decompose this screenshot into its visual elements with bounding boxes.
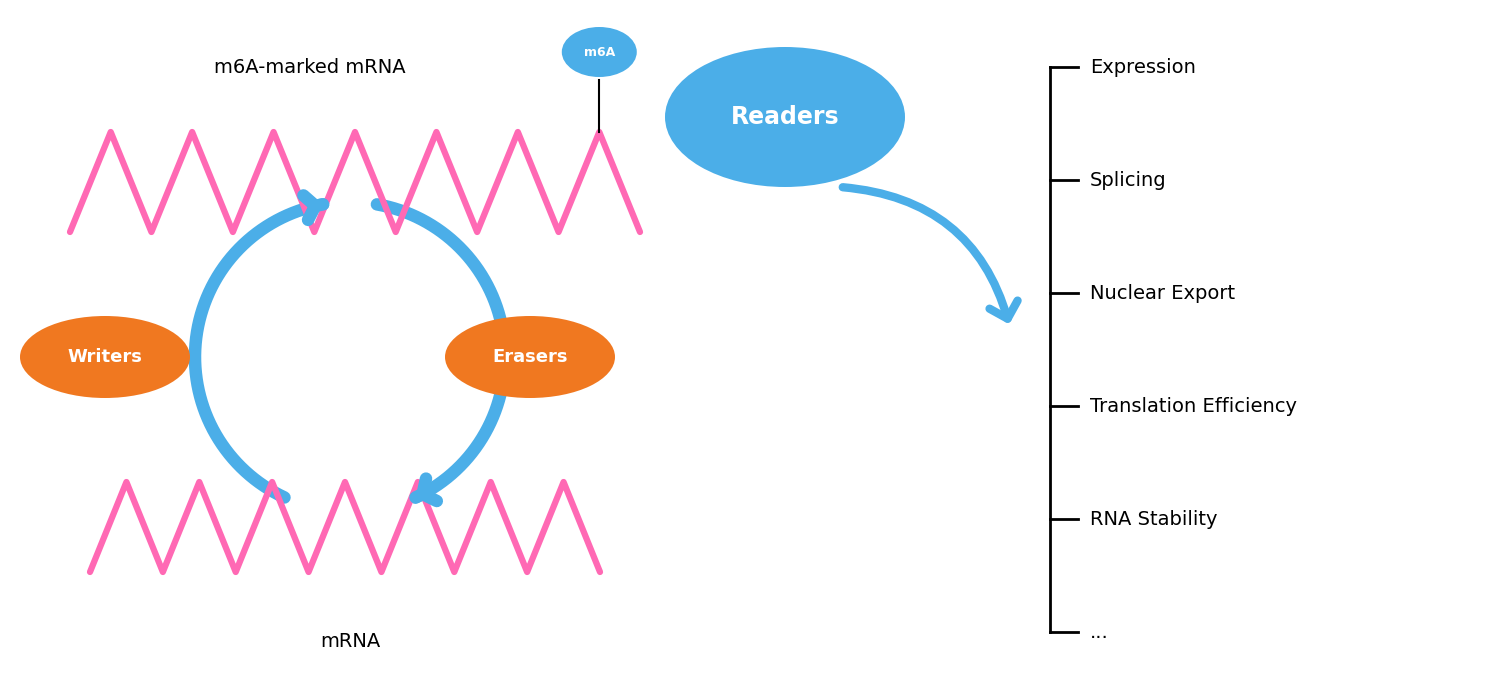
Ellipse shape <box>20 316 189 398</box>
Ellipse shape <box>665 47 906 187</box>
FancyArrowPatch shape <box>843 188 1017 319</box>
Ellipse shape <box>562 27 637 77</box>
Text: Nuclear Export: Nuclear Export <box>1090 284 1235 302</box>
Text: Expression: Expression <box>1090 58 1196 76</box>
Text: Translation Efficiency: Translation Efficiency <box>1090 396 1298 416</box>
Text: m6A-marked mRNA: m6A-marked mRNA <box>215 58 406 77</box>
Text: Writers: Writers <box>68 348 143 366</box>
Text: Splicing: Splicing <box>1090 170 1167 190</box>
Ellipse shape <box>445 316 614 398</box>
Text: Erasers: Erasers <box>493 348 568 366</box>
Text: Readers: Readers <box>730 105 840 129</box>
Text: ...: ... <box>1090 622 1108 642</box>
Text: m6A: m6A <box>584 45 614 58</box>
Text: RNA Stability: RNA Stability <box>1090 510 1218 528</box>
Text: mRNA: mRNA <box>320 632 380 651</box>
